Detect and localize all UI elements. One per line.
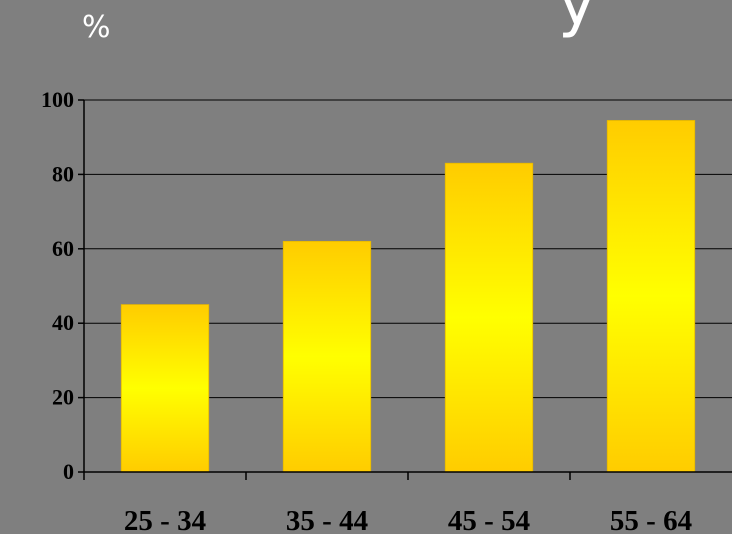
bar: [282, 240, 372, 473]
axes: [78, 99, 732, 480]
y-tick-label: 40: [52, 310, 74, 335]
y-tick-label: 60: [52, 236, 74, 261]
x-tick-label: 55 - 64: [610, 505, 692, 534]
y-tick-label: 80: [52, 161, 74, 186]
x-tick-label: 25 - 34: [124, 505, 206, 534]
y-tick-label: 0: [63, 459, 74, 484]
bars: [120, 120, 696, 473]
y-tick-label: 20: [52, 385, 74, 410]
tick-labels: 0 20 40 60 80 100 25 - 34 35 - 44 45 - 54 55 - 64: [41, 87, 692, 534]
bar: [120, 304, 210, 473]
y-tick-label: 100: [41, 87, 74, 112]
x-tick-label: 35 - 44: [286, 505, 368, 534]
partial-title-glyph: y: [558, 0, 596, 40]
x-tick-label: 45 - 54: [448, 505, 530, 534]
bar: [444, 162, 534, 473]
y-unit-label: %: [82, 10, 111, 45]
bar: [606, 120, 696, 473]
